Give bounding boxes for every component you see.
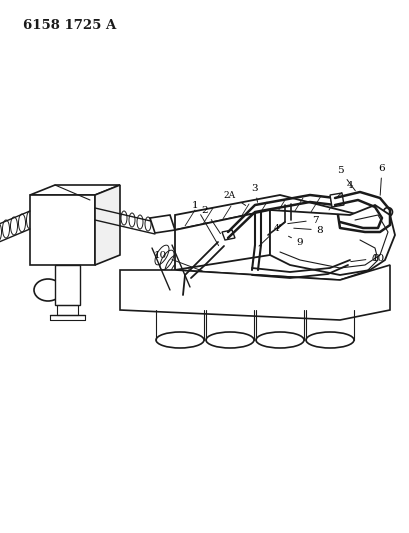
Text: 6158 1725 A: 6158 1725 A (22, 19, 115, 31)
Text: 7: 7 (287, 215, 317, 224)
Text: 6: 6 (378, 164, 384, 195)
Text: 5: 5 (336, 166, 355, 191)
Ellipse shape (34, 279, 62, 301)
Text: 10: 10 (153, 251, 202, 271)
Ellipse shape (205, 332, 254, 348)
Ellipse shape (330, 196, 338, 204)
Ellipse shape (155, 332, 204, 348)
Ellipse shape (155, 290, 204, 310)
Ellipse shape (249, 203, 259, 213)
Ellipse shape (305, 290, 353, 310)
Text: 1: 1 (191, 200, 218, 246)
Text: 3: 3 (251, 183, 258, 202)
Ellipse shape (205, 290, 254, 310)
Text: 4: 4 (335, 181, 353, 198)
Polygon shape (175, 210, 270, 270)
Ellipse shape (255, 332, 303, 348)
Polygon shape (30, 195, 95, 265)
Polygon shape (95, 185, 120, 265)
Text: 10: 10 (350, 254, 384, 262)
Polygon shape (120, 265, 389, 320)
Ellipse shape (382, 207, 391, 216)
Ellipse shape (305, 332, 353, 348)
Text: C: C (371, 254, 378, 262)
Text: 9: 9 (288, 236, 303, 246)
Polygon shape (270, 205, 394, 275)
Polygon shape (55, 265, 80, 305)
Polygon shape (30, 185, 120, 195)
Polygon shape (175, 195, 359, 230)
Ellipse shape (255, 290, 303, 310)
Text: 4': 4' (258, 223, 281, 246)
Ellipse shape (218, 232, 225, 238)
Text: 2: 2 (201, 206, 220, 233)
Polygon shape (150, 215, 175, 233)
Polygon shape (329, 193, 343, 207)
Text: 8: 8 (293, 225, 323, 235)
Polygon shape (221, 230, 234, 240)
Text: 2A: 2A (223, 190, 245, 205)
Ellipse shape (166, 278, 198, 306)
